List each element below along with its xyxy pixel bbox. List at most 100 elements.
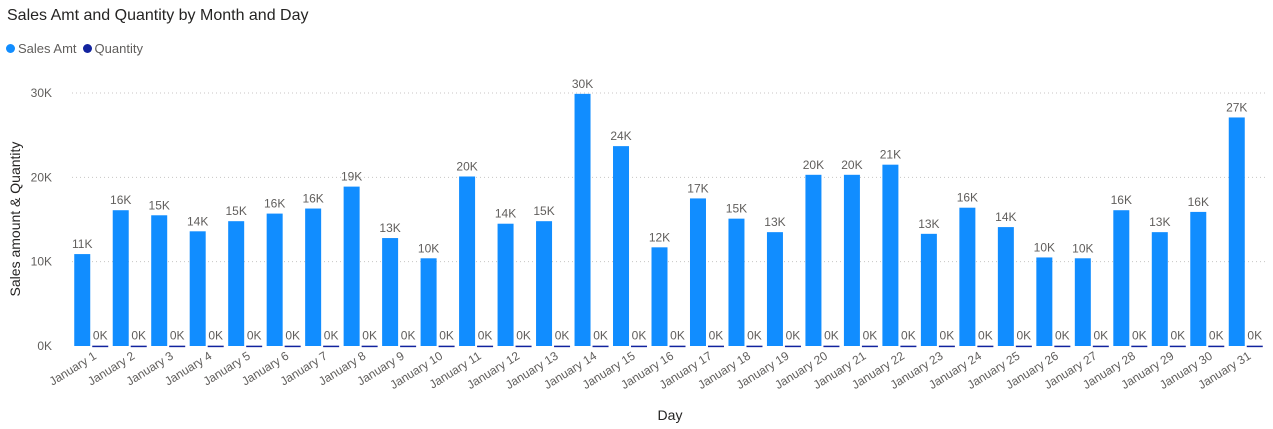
bar-quantity[interactable] [554,345,571,348]
bar-sales-amt[interactable] [343,186,360,346]
bar-quantity[interactable] [1092,345,1109,348]
bar-sales-amt[interactable] [228,221,245,346]
bar-sales-amt[interactable] [959,207,976,346]
bar-quantity[interactable] [669,345,686,348]
bar-quantity[interactable] [823,345,840,348]
legend-item-quantity[interactable]: Quantity [82,41,143,56]
bar-sales-amt[interactable] [1151,232,1168,346]
data-label-quantity: 0K [478,329,493,343]
data-label-quantity: 0K [247,329,262,343]
bar-quantity[interactable] [861,345,878,348]
bar-sales-amt[interactable] [843,174,860,346]
y-tick-label: 10K [31,255,52,269]
data-label-sales-amt: 14K [187,214,208,228]
data-label-quantity: 0K [131,329,146,343]
bar-quantity[interactable] [1246,345,1263,348]
bar-sales-amt[interactable] [997,227,1014,346]
bar-quantity[interactable] [284,345,301,348]
bar-quantity[interactable] [400,345,417,348]
data-label-sales-amt: 20K [803,158,824,172]
bar-sales-amt[interactable] [305,208,322,346]
bar-sales-amt[interactable] [536,221,553,346]
bar-sales-amt[interactable] [1113,210,1130,346]
bar-quantity[interactable] [977,345,994,348]
bar-sales-amt[interactable] [689,198,706,346]
bar-sales-amt[interactable] [382,238,399,346]
data-label-sales-amt: 16K [264,197,285,211]
bar-sales-amt[interactable] [1074,258,1091,346]
data-label-sales-amt: 10K [1072,241,1093,255]
data-label-quantity: 0K [401,329,416,343]
bar-quantity[interactable] [169,345,186,348]
bar-quantity[interactable] [1054,345,1071,348]
bar-quantity[interactable] [592,345,609,348]
bar-quantity[interactable] [1169,345,1186,348]
bar-quantity[interactable] [900,345,917,348]
bar-sales-amt[interactable] [189,231,206,346]
bar-quantity[interactable] [1015,345,1032,348]
data-label-quantity: 0K [439,329,454,343]
bar-quantity[interactable] [477,345,494,348]
bar-sales-amt[interactable] [1228,117,1245,346]
bar-sales-amt[interactable] [1190,211,1207,346]
data-label-sales-amt: 27K [1226,100,1247,114]
legend-label-sales-amt: Sales Amt [18,41,77,56]
bar-quantity[interactable] [746,345,763,348]
bar-quantity[interactable] [1208,345,1225,348]
data-label-quantity: 0K [170,329,185,343]
data-label-sales-amt: 12K [649,230,670,244]
data-label-sales-amt: 13K [379,221,400,235]
bar-sales-amt[interactable] [766,232,783,346]
bar-quantity[interactable] [130,345,147,348]
y-tick-label: 0K [37,339,52,353]
bar-sales-amt[interactable] [882,164,899,346]
data-label-sales-amt: 17K [687,181,708,195]
bar-sales-amt[interactable] [613,146,630,346]
legend-item-sales-amt[interactable]: Sales Amt [6,41,77,56]
bar-sales-amt[interactable] [497,223,514,346]
bar-sales-amt[interactable] [920,233,937,346]
bar-sales-amt[interactable] [1036,257,1053,346]
bar-quantity[interactable] [207,345,224,348]
data-label-quantity: 0K [901,329,916,343]
bar-sales-amt[interactable] [151,215,168,346]
legend: Sales Amt Quantity [6,41,149,56]
bar-quantity[interactable] [707,345,724,348]
data-label-sales-amt: 15K [726,202,747,216]
chart-title: Sales Amt and Quantity by Month and Day [7,7,309,24]
bar-quantity[interactable] [438,345,455,348]
data-label-quantity: 0K [362,329,377,343]
bar-sales-amt[interactable] [651,247,668,346]
data-label-sales-amt: 21K [880,148,901,162]
bar-sales-amt[interactable] [459,176,476,346]
data-label-quantity: 0K [208,329,223,343]
data-label-quantity: 0K [824,329,839,343]
bar-quantity[interactable] [246,345,263,348]
bar-sales-amt[interactable] [805,174,822,346]
bar-quantity[interactable] [631,345,648,348]
bar-sales-amt[interactable] [266,213,283,346]
data-label-sales-amt: 13K [918,217,939,231]
bar-sales-amt[interactable] [74,254,91,346]
bar-quantity[interactable] [92,345,109,348]
bar-quantity[interactable] [784,345,801,348]
y-tick-label: 30K [31,86,52,100]
bar-quantity[interactable] [361,345,378,348]
data-label-quantity: 0K [978,329,993,343]
bar-quantity[interactable] [938,345,955,348]
legend-label-quantity: Quantity [94,41,143,56]
data-label-sales-amt: 19K [341,170,362,184]
data-label-sales-amt: 11K [72,237,92,251]
bar-sales-amt[interactable] [112,210,129,346]
data-label-quantity: 0K [940,329,955,343]
bar-sales-amt[interactable] [420,258,437,346]
bar-sales-amt[interactable] [574,93,591,347]
data-label-sales-amt: 16K [957,191,978,205]
bar-quantity[interactable] [1131,345,1148,348]
bar-sales-amt[interactable] [728,218,745,346]
data-label-sales-amt: 13K [1149,215,1170,229]
data-label-quantity: 0K [747,329,762,343]
bar-quantity[interactable] [515,345,532,348]
bar-quantity[interactable] [323,345,340,348]
